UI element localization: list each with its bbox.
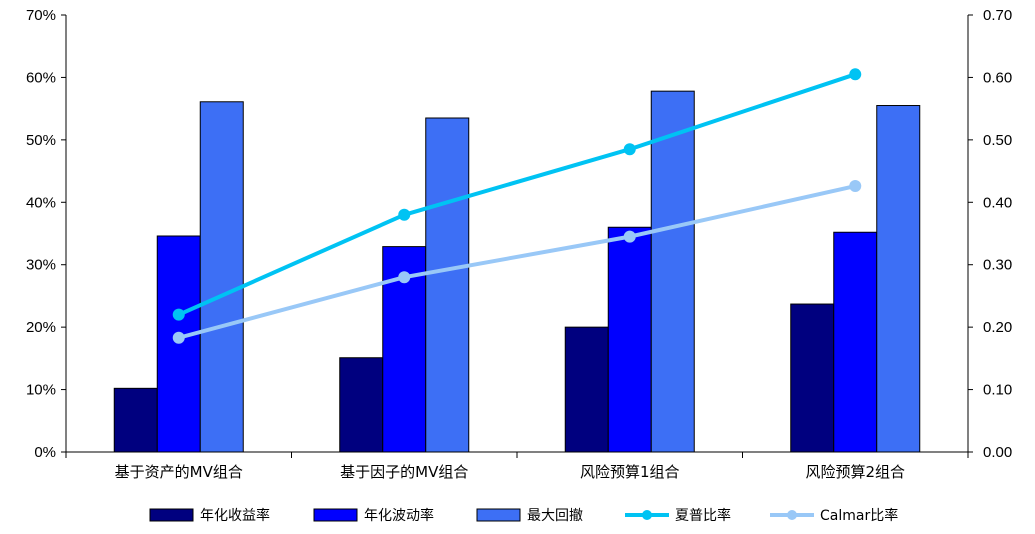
bar-2-3 (607, 226, 652, 453)
legend-swatch-2 (313, 508, 358, 522)
x-category-label: 风险预算1组合 (580, 463, 680, 481)
line-point-2-1 (172, 331, 185, 344)
lines-group (172, 68, 862, 344)
y-left-tick-label: 50% (26, 132, 56, 149)
line-point-1-3 (623, 143, 636, 156)
y-right-tick-label: 0.60 (983, 69, 1012, 86)
x-category-label: 风险预算2组合 (805, 463, 905, 481)
y-left-tick-label: 0% (34, 444, 56, 461)
bar-1-2 (339, 357, 384, 453)
legend-marker-4 (642, 510, 652, 520)
y-left-tick-label: 70% (26, 7, 56, 24)
bar-2-4 (833, 231, 878, 453)
axes-group: 0% 10% 20% 30% 40% 50% 60% 70% 0.00 0.10 0.20 0.30 0… (26, 7, 1012, 481)
legend-label-1: 年化收益率 (200, 507, 270, 524)
legend-swatch-1 (149, 508, 194, 522)
bar-3-3 (650, 90, 695, 453)
bar-3-4 (876, 105, 921, 453)
y-right-tick-label: 0.40 (983, 194, 1012, 211)
bar-3-1 (199, 101, 244, 453)
legend-group: 年化收益率 年化波动率 最大回撤 夏普比率 Calmar比率 (149, 507, 898, 524)
y-left-tick-label: 10% (26, 382, 56, 399)
line-point-1-4 (849, 68, 862, 81)
legend-marker-5 (787, 510, 797, 520)
y-right-tick-label: 0.00 (983, 444, 1012, 461)
line-point-2-3 (623, 230, 636, 243)
line-point-2-2 (398, 271, 411, 284)
legend-label-5: Calmar比率 (820, 507, 898, 524)
line-point-1-2 (398, 208, 411, 221)
legend-swatch-3 (476, 508, 521, 522)
y-right-tick-label: 0.50 (983, 132, 1012, 149)
bar-3-2 (425, 117, 470, 453)
y-right-tick-label: 0.30 (983, 257, 1012, 274)
y-left-tick-label: 40% (26, 194, 56, 211)
y-right-tick-label: 0.70 (983, 7, 1012, 24)
bar-2-1 (156, 235, 201, 453)
line-series-1 (177, 72, 856, 317)
legend-label-2: 年化波动率 (364, 507, 434, 524)
bars-group (113, 90, 921, 453)
x-category-label: 基于因子的MV组合 (340, 463, 468, 481)
y-left-tick-label: 30% (26, 257, 56, 274)
legend-label-3: 最大回撤 (527, 508, 583, 524)
legend-label-4: 夏普比率 (675, 507, 731, 524)
bar-1-3 (564, 326, 609, 453)
y-right-tick-label: 0.20 (983, 319, 1012, 336)
y-left-tick-label: 60% (26, 69, 56, 86)
x-category-label: 基于资产的MV组合 (115, 463, 243, 481)
bar-1-4 (790, 303, 835, 453)
line-series-2 (178, 184, 856, 340)
y-left-tick-label: 20% (26, 319, 56, 336)
line-point-2-4 (849, 180, 862, 193)
line-point-1-1 (172, 308, 185, 321)
y-right-tick-label: 0.10 (983, 382, 1012, 399)
bar-1-1 (113, 387, 158, 453)
